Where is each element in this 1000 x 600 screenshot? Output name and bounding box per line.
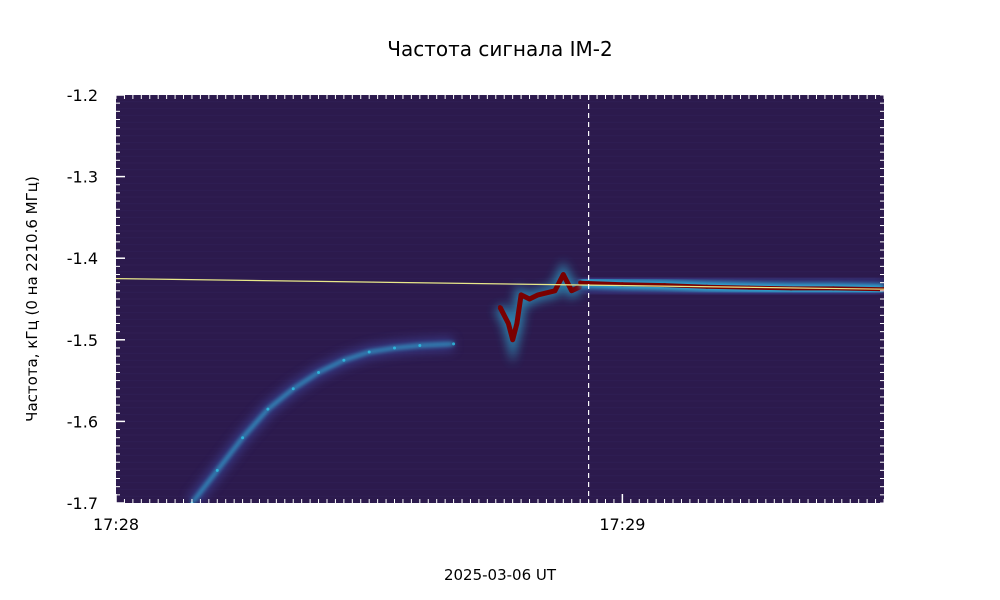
y-tick-label: -1.7 — [67, 494, 98, 513]
burst-point — [519, 292, 524, 297]
early-drift-point — [452, 342, 456, 346]
y-tick-label: -1.4 — [67, 249, 98, 268]
early-drift-point — [266, 407, 270, 411]
x-axis-label: 2025-03-06 UT — [444, 566, 557, 584]
burst-point — [535, 292, 540, 297]
y-axis-label: Частота, кГц (0 на 2210.6 МГц) — [23, 176, 41, 422]
burst-point — [498, 305, 502, 310]
y-tick-label: -1.6 — [67, 412, 98, 431]
early-drift-point — [393, 346, 397, 350]
x-tick-label: 17:29 — [599, 515, 645, 534]
y-tick-label: -1.5 — [67, 331, 98, 350]
early-drift-point — [241, 436, 245, 440]
burst-point — [514, 321, 519, 326]
x-tick-label: 17:28 — [93, 515, 139, 534]
early-drift-point — [215, 468, 219, 472]
overlay-layer — [116, 95, 884, 503]
early-drift-point — [317, 370, 321, 374]
stable-band-point — [578, 280, 583, 285]
burst-point — [510, 337, 515, 342]
burst-point — [561, 272, 566, 277]
early-drift-point — [367, 350, 371, 354]
fit-line — [116, 278, 884, 290]
axis-ticks: -1.2 -1.3 -1.4 -1.5 -1.6 -1.7 17:28 17:29 — [67, 86, 885, 534]
burst-point — [552, 288, 557, 293]
early-drift-point — [342, 358, 346, 362]
burst-point — [569, 288, 574, 293]
y-tick-label: -1.2 — [67, 86, 98, 105]
burst-point — [527, 297, 532, 301]
y-tick-label: -1.3 — [67, 168, 98, 187]
chart-title: Частота сигнала IM-2 — [387, 37, 612, 61]
early-drift-point — [291, 387, 295, 391]
burst-point — [506, 321, 511, 326]
early-drift-point — [418, 344, 422, 348]
